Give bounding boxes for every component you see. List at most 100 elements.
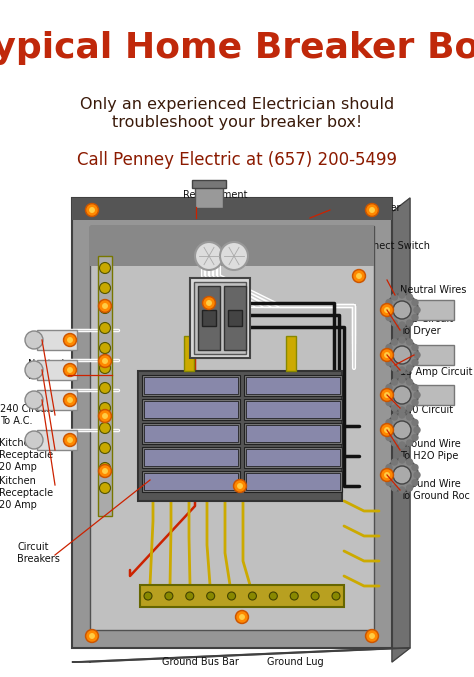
Bar	[194, 282, 246, 354]
Bar	[98, 256, 112, 516]
Circle shape	[399, 292, 405, 298]
Bar	[138, 371, 342, 501]
Circle shape	[393, 466, 411, 484]
Text: 15 Amp Circuit: 15 Amp Circuit	[400, 367, 473, 377]
Bar	[37, 430, 77, 450]
Polygon shape	[72, 648, 410, 662]
Bar	[244, 447, 342, 468]
Circle shape	[385, 308, 389, 312]
Bar	[144, 401, 238, 418]
Circle shape	[384, 392, 390, 398]
Circle shape	[392, 459, 398, 465]
Circle shape	[68, 338, 72, 343]
Circle shape	[202, 297, 216, 309]
Circle shape	[399, 412, 405, 418]
Circle shape	[412, 315, 418, 320]
Circle shape	[412, 479, 418, 485]
Circle shape	[414, 427, 420, 433]
Circle shape	[100, 462, 110, 473]
Circle shape	[100, 322, 110, 334]
Circle shape	[370, 634, 374, 638]
Text: From Meter: From Meter	[345, 203, 401, 213]
Circle shape	[386, 339, 418, 371]
Circle shape	[385, 473, 389, 477]
Circle shape	[386, 299, 392, 305]
Circle shape	[269, 592, 277, 600]
Circle shape	[100, 383, 110, 393]
Circle shape	[100, 466, 110, 476]
Circle shape	[392, 339, 398, 345]
Circle shape	[382, 390, 392, 400]
Circle shape	[353, 269, 365, 282]
Text: Typical Home Breaker Box: Typical Home Breaker Box	[0, 31, 474, 65]
Bar	[142, 399, 240, 420]
Circle shape	[386, 414, 418, 446]
Text: 240 Circuit
To Dryer: 240 Circuit To Dryer	[400, 314, 453, 336]
Circle shape	[386, 315, 392, 320]
Bar	[190, 278, 250, 358]
Circle shape	[370, 208, 374, 213]
Bar	[246, 425, 340, 442]
Circle shape	[100, 303, 110, 313]
Circle shape	[385, 393, 389, 397]
Circle shape	[64, 433, 76, 447]
Circle shape	[386, 294, 418, 326]
Circle shape	[99, 464, 111, 477]
Circle shape	[99, 355, 111, 368]
Circle shape	[412, 385, 418, 391]
Bar	[246, 449, 340, 466]
Circle shape	[290, 592, 298, 600]
Circle shape	[386, 345, 392, 351]
Circle shape	[103, 304, 107, 308]
Circle shape	[407, 440, 412, 446]
Circle shape	[25, 361, 43, 379]
Circle shape	[85, 630, 99, 642]
Text: Call Penney Electric at (657) 200-5499: Call Penney Electric at (657) 200-5499	[77, 151, 397, 169]
Bar	[144, 449, 238, 466]
Circle shape	[381, 349, 393, 362]
Text: Replacement
Panel: Replacement Panel	[183, 190, 247, 212]
Circle shape	[382, 425, 392, 435]
Circle shape	[381, 389, 393, 401]
Circle shape	[100, 301, 110, 311]
Circle shape	[385, 428, 389, 432]
Bar	[198, 286, 220, 350]
Circle shape	[386, 459, 418, 491]
Circle shape	[407, 365, 412, 371]
Text: Neutral Wires: Neutral Wires	[400, 285, 466, 295]
Circle shape	[382, 305, 392, 315]
Circle shape	[399, 457, 405, 463]
Circle shape	[399, 407, 405, 413]
Circle shape	[186, 592, 194, 600]
Circle shape	[236, 611, 248, 624]
Circle shape	[414, 392, 420, 398]
Circle shape	[238, 484, 242, 488]
Bar	[244, 423, 342, 444]
Circle shape	[399, 367, 405, 373]
Circle shape	[311, 592, 319, 600]
Circle shape	[392, 414, 398, 420]
Text: Ground Wire
To H2O Pipe: Ground Wire To H2O Pipe	[400, 439, 461, 461]
Circle shape	[381, 468, 393, 481]
Circle shape	[165, 592, 173, 600]
Text: Ground Lug: Ground Lug	[267, 657, 323, 667]
Text: Kitchen
Receptacle
20 Amp: Kitchen Receptacle 20 Amp	[0, 477, 53, 510]
Circle shape	[412, 299, 418, 305]
Circle shape	[103, 359, 107, 364]
Circle shape	[412, 435, 418, 441]
Circle shape	[367, 205, 377, 215]
Circle shape	[100, 403, 110, 414]
Circle shape	[392, 320, 398, 326]
Bar	[90, 226, 374, 266]
Circle shape	[407, 459, 412, 465]
Circle shape	[414, 307, 420, 313]
Circle shape	[412, 345, 418, 351]
Circle shape	[386, 420, 392, 426]
Circle shape	[103, 414, 107, 418]
Circle shape	[386, 479, 392, 485]
Circle shape	[65, 365, 75, 375]
Circle shape	[407, 294, 412, 300]
Circle shape	[393, 301, 411, 319]
Text: 240 Circuit: 240 Circuit	[400, 405, 453, 415]
Bar	[37, 360, 77, 380]
